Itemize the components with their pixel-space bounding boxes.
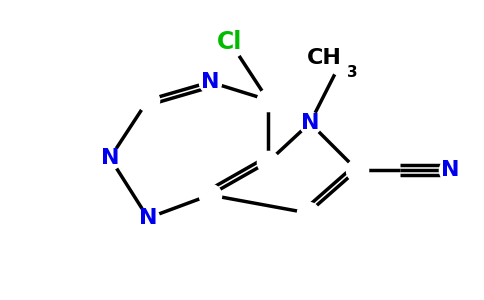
Text: CH: CH bbox=[307, 48, 342, 68]
Text: N: N bbox=[301, 113, 319, 133]
Text: Cl: Cl bbox=[217, 30, 242, 54]
Text: N: N bbox=[139, 208, 157, 228]
Text: N: N bbox=[441, 160, 459, 180]
Text: 3: 3 bbox=[347, 65, 358, 80]
Text: N: N bbox=[201, 72, 219, 92]
Text: N: N bbox=[101, 148, 119, 168]
